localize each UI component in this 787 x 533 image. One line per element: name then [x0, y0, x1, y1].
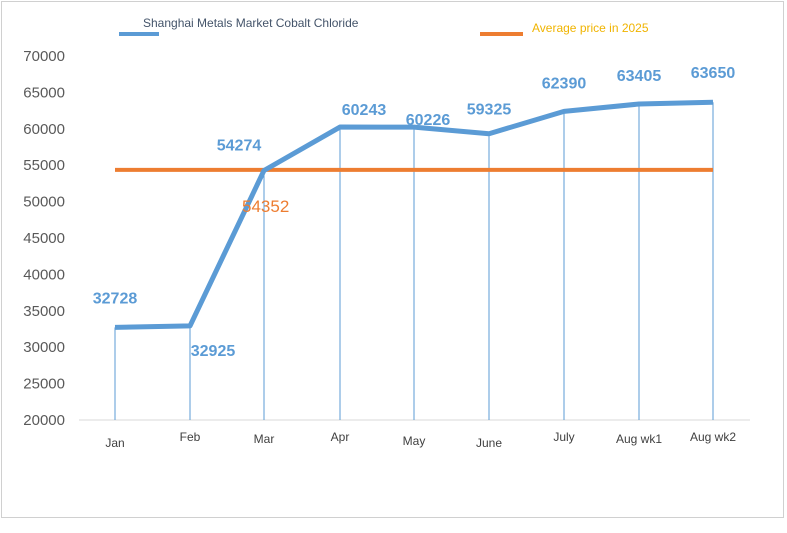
y-tick-label: 70000: [23, 48, 65, 65]
x-tick-label: Mar: [254, 432, 275, 446]
y-tick-label: 20000: [23, 412, 65, 429]
data-label: 32925: [191, 343, 236, 360]
legend: Shanghai Metals Market Cobalt Chloride A…: [119, 16, 649, 36]
data-label: 59325: [467, 102, 512, 119]
x-tick-label: Feb: [180, 430, 201, 444]
cobalt-chloride-price-line: [114, 99, 714, 330]
x-tick-label: Aug wk2: [690, 430, 736, 444]
legend-label-average: Average price in 2025: [532, 21, 649, 35]
y-tick-label: 30000: [23, 339, 65, 356]
drop-lines: [114, 102, 714, 420]
data-label: 63405: [617, 68, 662, 85]
y-tick-label: 50000: [23, 194, 65, 211]
y-tick-label: 45000: [23, 230, 65, 247]
y-tick-label: 60000: [23, 121, 65, 138]
data-label: 54274: [217, 137, 262, 154]
data-label: 32728: [93, 290, 138, 307]
x-tick-label: Aug wk1: [616, 432, 662, 446]
x-tick-label: June: [476, 436, 502, 450]
x-tick-label: July: [553, 430, 574, 444]
line-chart: Shanghai Metals Market Cobalt Chloride A…: [23, 16, 750, 450]
y-tick-label: 55000: [23, 157, 65, 174]
y-tick-label: 25000: [23, 376, 65, 393]
series-lines: [114, 99, 714, 330]
y-tick-label: 35000: [23, 303, 65, 320]
average-price-label: 54352: [242, 197, 289, 216]
y-tick-label: 40000: [23, 266, 65, 283]
y-axis: 20000 25000 30000 35000 40000 45000 50000 55000…: [23, 48, 65, 429]
legend-label-cobalt-chloride: Shanghai Metals Market Cobalt Chloride: [143, 16, 359, 30]
data-label: 63650: [691, 65, 736, 82]
data-label: 62390: [542, 75, 587, 92]
x-tick-label: Apr: [331, 430, 350, 444]
data-label: 60226: [406, 112, 451, 129]
x-tick-label: Jan: [105, 436, 124, 450]
x-tick-label: May: [403, 434, 426, 448]
data-label: 60243: [342, 102, 387, 119]
chart-frame: Shanghai Metals Market Cobalt Chloride A…: [1, 1, 784, 518]
x-axis: Jan Feb Mar Apr May June July Aug wk1 Aug wk2: [105, 430, 736, 450]
data-labels: 32728 32925 54274 60243 60226 59325 62390 63405…: [93, 65, 736, 360]
y-tick-label: 65000: [23, 84, 65, 101]
